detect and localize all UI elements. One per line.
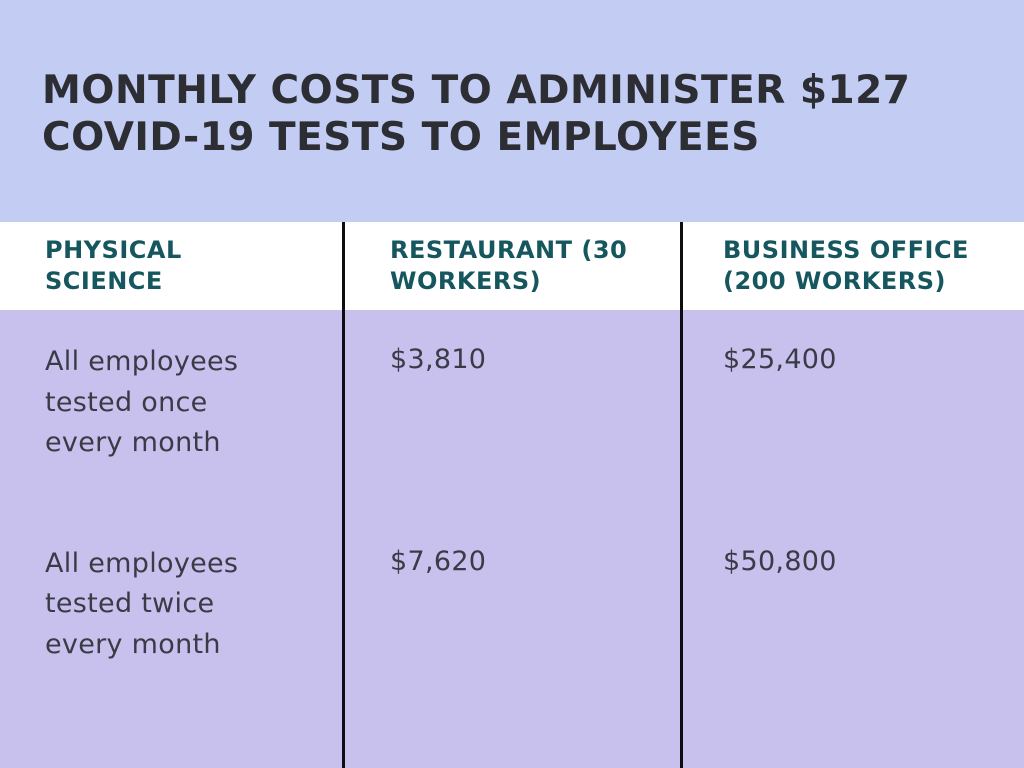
row-label-tested-once: All employees tested once every month xyxy=(45,346,239,458)
column-divider xyxy=(342,222,345,768)
restaurant-cost-once: $3,810 xyxy=(390,344,487,375)
row-label-tested-twice: All employees tested twice every month xyxy=(45,547,239,660)
table-row: All employees tested twice every month $… xyxy=(0,544,1024,666)
column-header-restaurant: RESTAURANT (30 WORKERS) xyxy=(390,236,628,296)
column-divider xyxy=(680,222,683,768)
table-body: All employees tested once every month $3… xyxy=(0,310,1024,768)
page-title: MONTHLY COSTS TO ADMINISTER $127 COVID-1… xyxy=(42,68,911,160)
table-header-row: PHYSICAL SCIENCE RESTAURANT (30 WORKERS)… xyxy=(0,222,1024,310)
column-header-business-office: BUSINESS OFFICE (200 WORKERS) xyxy=(723,236,969,296)
office-cost-twice: $50,800 xyxy=(723,545,837,577)
restaurant-cost-twice: $7,620 xyxy=(390,545,487,577)
column-header-physical-science: PHYSICAL SCIENCE xyxy=(45,236,182,296)
table-row: All employees tested once every month $3… xyxy=(0,342,1024,464)
office-cost-once: $25,400 xyxy=(723,344,837,375)
